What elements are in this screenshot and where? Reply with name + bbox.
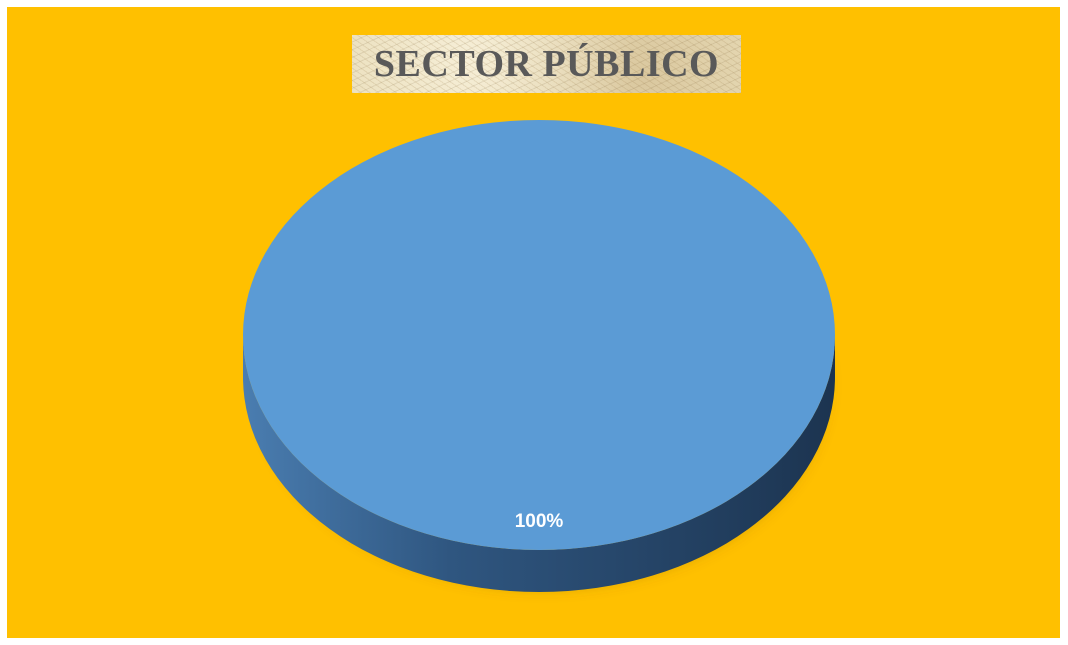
pie-slice-top <box>243 120 835 550</box>
data-label: 100% <box>515 511 564 532</box>
pie-slice-side <box>243 335 835 592</box>
chart-title-box: SECTOR PÚBLICO <box>352 35 741 93</box>
chart-title: SECTOR PÚBLICO <box>373 43 720 85</box>
